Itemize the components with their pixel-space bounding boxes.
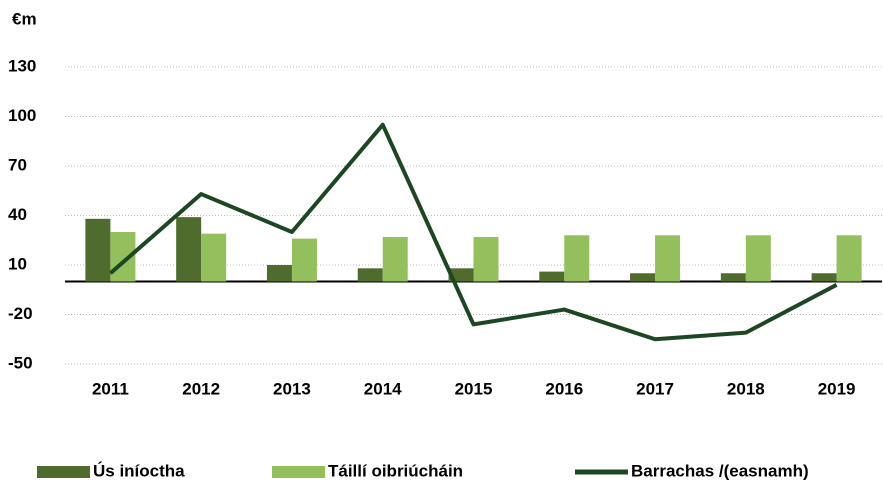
bar	[382, 236, 408, 282]
legend-label: Barrachas /(easnamh)	[631, 461, 809, 480]
x-tick-label: 2013	[273, 379, 311, 398]
x-tick-label: 2012	[182, 379, 220, 398]
x-tick-label: 2016	[545, 379, 583, 398]
x-tick-label: 2017	[636, 379, 674, 398]
x-tick-label: 2018	[727, 379, 765, 398]
y-axis-label: €m	[12, 9, 37, 28]
bar	[201, 233, 227, 282]
bar	[811, 273, 837, 282]
x-tick-label: 2019	[818, 379, 856, 398]
bar	[448, 268, 474, 282]
y-tick-label: 40	[8, 205, 27, 224]
bar	[266, 265, 292, 282]
bar	[357, 268, 383, 282]
y-tick-label: -50	[8, 353, 33, 372]
y-tick-label: 100	[8, 106, 36, 125]
legend-label: Táillí oibriúcháin	[328, 461, 463, 480]
bar	[745, 235, 771, 282]
bar	[539, 271, 565, 282]
bar	[176, 217, 202, 282]
y-tick-label: 130	[8, 56, 36, 75]
bar	[473, 236, 499, 282]
legend-swatch	[37, 466, 90, 478]
x-tick-label: 2011	[92, 379, 129, 398]
bar	[564, 235, 590, 282]
bar	[85, 218, 111, 282]
legend-swatch	[272, 466, 325, 478]
y-tick-label: 10	[8, 254, 27, 273]
legend-label: Ús iníoctha	[93, 461, 185, 480]
bar	[291, 238, 317, 282]
y-tick-label: 70	[8, 155, 27, 174]
bar	[655, 235, 681, 282]
line	[109, 122, 838, 342]
bar	[720, 273, 746, 282]
bar	[630, 273, 656, 282]
bar	[836, 235, 862, 282]
y-tick-label: -20	[8, 304, 33, 323]
x-tick-label: 2014	[364, 379, 402, 398]
x-tick-label: 2015	[455, 379, 493, 398]
